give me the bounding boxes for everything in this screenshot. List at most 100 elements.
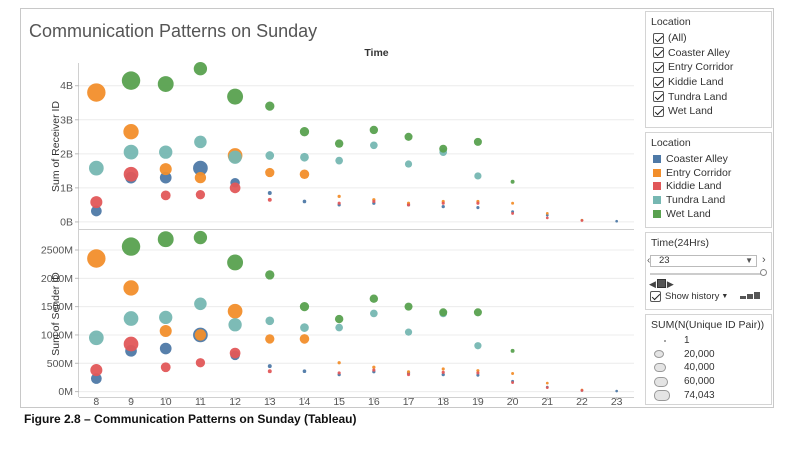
data-point: [228, 318, 242, 332]
data-point: [511, 211, 515, 215]
time-slider-thumb[interactable]: [760, 269, 767, 276]
data-point: [476, 373, 480, 377]
time-pages-card: Time(24Hrs) ‹ 23 ▼ › ◀ ▶ Show history ▼: [645, 232, 772, 310]
y-tick-label: 1B: [60, 182, 73, 194]
data-point: [545, 216, 549, 220]
location-legend-title: Location: [651, 137, 691, 149]
size-legend-card: SUM(N(Unique ID Pair)) 1 20,000 40,000 60,0…: [645, 314, 772, 405]
legend-item[interactable]: Wet Land: [646, 207, 771, 221]
data-point: [193, 230, 208, 245]
data-point: [441, 204, 445, 209]
y-tick-label: 2000M: [41, 273, 73, 285]
data-point: [372, 368, 376, 372]
show-history-label: Show history: [665, 291, 720, 302]
filter-item-label: Wet Land: [668, 105, 713, 118]
size-legend-item: 20,000: [646, 348, 771, 362]
data-point: [123, 336, 139, 352]
speed-control[interactable]: [740, 281, 761, 299]
size-legend-title: SUM(N(Unique ID Pair)): [651, 319, 765, 331]
data-point: [615, 219, 618, 223]
data-point: [90, 373, 102, 384]
data-point: [337, 194, 341, 199]
step-back-icon[interactable]: ◀: [649, 279, 656, 289]
x-tick-label: 19: [472, 396, 484, 407]
data-point: [267, 369, 272, 374]
data-point: [265, 101, 275, 111]
location-filter-list: (All) Coaster Alley Entry Corridor Kiddie L…: [646, 31, 771, 119]
data-point: [580, 389, 584, 392]
data-point: [545, 381, 549, 385]
data-point: [511, 201, 515, 205]
data-point: [121, 71, 141, 90]
data-point: [194, 135, 207, 149]
size-legend-list: 1 20,000 40,000 60,000 74,043: [646, 334, 771, 402]
data-point: [90, 196, 103, 209]
location-filter-item[interactable]: (All): [646, 31, 771, 46]
data-point: [441, 201, 445, 205]
time-pages-title: Time(24Hrs): [651, 237, 709, 249]
play-icon[interactable]: ▶: [666, 279, 674, 289]
stop-icon[interactable]: [656, 279, 666, 288]
legend-swatch: [653, 182, 661, 191]
data-point: [90, 205, 102, 217]
location-filter-item[interactable]: Wet Land: [646, 104, 771, 119]
data-point: [474, 172, 482, 180]
x-tick-label: 9: [128, 396, 134, 407]
show-history-toggle[interactable]: Show history ▼: [650, 291, 728, 302]
show-history-checkbox[interactable]: [650, 291, 661, 302]
data-point: [337, 361, 341, 365]
data-point: [265, 151, 275, 160]
figure-caption: Figure 2.8 – Communication Patterns on S…: [24, 412, 357, 426]
data-point: [194, 172, 207, 184]
filter-checkbox[interactable]: [653, 61, 664, 73]
x-tick-label: 14: [299, 396, 311, 407]
data-point: [476, 201, 480, 205]
y-axis-label: Sum of Sender ID: [50, 272, 62, 356]
location-filter-item[interactable]: Entry Corridor: [646, 60, 771, 75]
filter-checkbox[interactable]: [653, 32, 664, 44]
data-point: [195, 190, 206, 200]
filter-checkbox[interactable]: [653, 91, 664, 103]
time-slider-track[interactable]: [650, 273, 764, 275]
data-point: [334, 314, 344, 324]
data-point: [159, 310, 173, 325]
size-legend-item: 40,000: [646, 361, 771, 375]
data-point: [441, 367, 445, 371]
legend-item[interactable]: Coaster Alley: [646, 152, 771, 166]
size-legend-label: 74,043: [684, 389, 715, 401]
data-point: [194, 329, 207, 341]
data-point: [476, 206, 480, 210]
location-filter-item[interactable]: Tundra Land: [646, 89, 771, 104]
data-point: [404, 302, 413, 311]
data-point: [160, 362, 171, 373]
size-legend-marker: [654, 363, 684, 373]
data-point: [545, 212, 549, 215]
legend-item[interactable]: Entry Corridor: [646, 166, 771, 180]
location-filter-item[interactable]: Coaster Alley: [646, 46, 771, 61]
data-point: [337, 201, 341, 205]
filter-checkbox[interactable]: [653, 76, 664, 88]
data-point: [123, 144, 139, 160]
filter-checkbox[interactable]: [653, 105, 664, 117]
x-tick-label: 22: [576, 396, 588, 407]
dashboard: Communication Patterns on Sunday Time 0B 1…: [20, 8, 774, 408]
data-point: [90, 364, 103, 377]
x-tick-label: 16: [368, 396, 380, 407]
data-point: [335, 156, 343, 165]
data-point: [123, 311, 139, 326]
data-point: [369, 125, 379, 135]
filter-checkbox[interactable]: [653, 47, 664, 59]
location-legend-card: Location Coaster Alley Entry Corridor Kidd…: [645, 132, 772, 228]
data-point: [406, 373, 411, 377]
prev-arrow-icon[interactable]: ‹: [647, 255, 651, 266]
x-tick-label: 11: [195, 396, 206, 407]
location-filter-item[interactable]: Kiddie Land: [646, 75, 771, 90]
data-point: [299, 169, 310, 180]
next-arrow-icon[interactable]: ›: [762, 254, 766, 266]
dropdown-caret-icon[interactable]: ▼: [721, 293, 729, 300]
time-select-dropdown[interactable]: 23 ▼: [650, 255, 757, 267]
data-point: [615, 389, 618, 393]
legend-item[interactable]: Tundra Land: [646, 193, 771, 207]
data-point: [193, 62, 208, 76]
legend-item[interactable]: Kiddie Land: [646, 180, 771, 194]
